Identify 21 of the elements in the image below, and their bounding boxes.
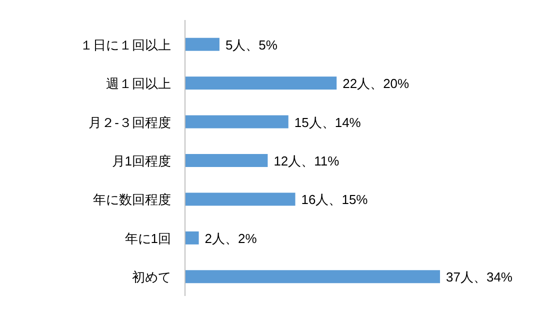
bar	[185, 115, 288, 128]
y-tick-label: 月２-３回程度	[88, 114, 171, 130]
bar	[185, 154, 268, 167]
y-tick-label: 年に数回程度	[93, 192, 171, 208]
bar	[185, 192, 296, 206]
data-label: 37人、34%	[446, 270, 513, 285]
data-label: 15人、14%	[294, 114, 362, 130]
y-tick-label: １日に１回以上	[80, 37, 171, 52]
bar	[185, 270, 440, 284]
data-label: 22人、20%	[342, 76, 410, 92]
bar	[185, 76, 337, 90]
y-tick-label: 週１回以上	[106, 76, 171, 92]
y-tick-label: 初めて	[132, 270, 171, 285]
data-label: 12人、11%	[274, 154, 340, 168]
bar	[185, 231, 199, 244]
data-label: 5人、5%	[225, 37, 278, 52]
data-label: 2人、2%	[204, 230, 258, 246]
bar	[185, 38, 220, 51]
y-tick-label: 月1回程度	[112, 154, 171, 168]
y-tick-label: 年に1回	[124, 230, 171, 246]
data-label: 16人、15%	[301, 192, 368, 208]
